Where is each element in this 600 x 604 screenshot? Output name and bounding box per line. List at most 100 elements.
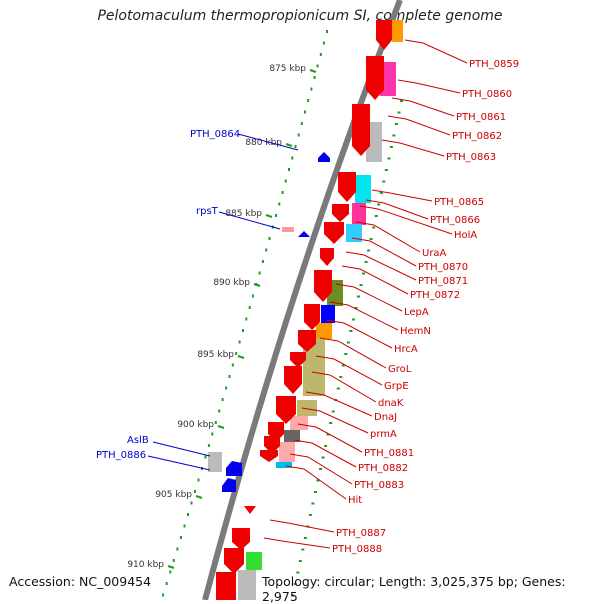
gc-dot: [238, 340, 241, 344]
gc-dot: [296, 571, 300, 574]
gc-dot: [228, 375, 231, 378]
leader-line: [397, 79, 461, 94]
gc-dot: [194, 490, 196, 493]
gc-dot: [394, 123, 398, 125]
gc-dot: [242, 329, 244, 332]
gc-dot: [301, 548, 305, 551]
leader-line: [381, 139, 445, 157]
cog-bar: [276, 462, 292, 468]
kbp-tick-label: 900 kbp: [177, 420, 214, 430]
cog-bar: [246, 552, 262, 570]
kbp-tick-mark: [265, 214, 273, 218]
gc-dot: [221, 398, 224, 401]
reverse-genes: [208, 152, 330, 492]
cog-bar: [355, 175, 371, 203]
accession-text: Accession: NC_009454: [9, 574, 152, 589]
gene-label-forward: PTH_0872: [410, 290, 460, 301]
gc-dot: [298, 560, 302, 562]
gc-dot: [384, 169, 388, 171]
leader-line: [305, 391, 373, 417]
gc-dot: [284, 179, 287, 183]
gc-dot: [359, 284, 363, 286]
gc-dot: [204, 455, 207, 459]
gc-dot: [293, 583, 297, 585]
forward-gene-arrow: [332, 204, 349, 222]
kbp-tick-label: 910 kbp: [127, 560, 164, 570]
forward-gene-arrow: [352, 104, 370, 156]
forward-gene-arrow: [304, 304, 320, 330]
gc-dot: [183, 524, 186, 528]
leader-line: [297, 423, 363, 453]
leader-line: [285, 465, 347, 500]
gc-dot: [369, 238, 373, 240]
gc-dot: [190, 501, 193, 505]
cog-bar: [346, 224, 362, 242]
gene-label-forward: PTH_0887: [336, 528, 386, 539]
gc-dot: [379, 192, 383, 194]
leader-line: [404, 39, 468, 64]
cog-bar: [352, 203, 366, 225]
kbp-tick-mark: [217, 425, 225, 429]
gene-label-forward: HrcA: [394, 344, 418, 355]
gc-dot: [300, 122, 303, 125]
reverse-gene-arrow: [298, 231, 310, 237]
gc-dot: [231, 363, 234, 367]
gc-dot: [319, 468, 322, 470]
gc-dot: [308, 514, 312, 516]
gc-dot: [313, 76, 316, 79]
cog-bar: [238, 570, 256, 600]
gc-dot: [218, 409, 221, 413]
kbp-tick-label: 905 kbp: [155, 490, 192, 500]
gene-label-forward: GrpE: [384, 381, 409, 392]
leader-line: [387, 115, 451, 136]
kbp-tick-label: 880 kbp: [245, 138, 282, 148]
gc-dot: [326, 433, 330, 436]
gc-dot: [339, 376, 343, 378]
leader-line: [237, 133, 299, 151]
kbp-tick-label: 875 kbp: [269, 64, 306, 74]
gc-dot: [294, 145, 297, 148]
gene-label-forward: PTH_0865: [434, 197, 484, 208]
gc-dot: [311, 502, 315, 505]
forward-gene-arrow: [366, 56, 384, 100]
leader-line: [289, 453, 353, 485]
reverse-gene-arrow: [226, 461, 242, 476]
left-leaders: PTH_0864 rpsT AslB PTH_0886: [96, 129, 299, 471]
forward-gene-arrow: [244, 506, 256, 514]
forward-gene-arrow: [232, 528, 250, 550]
kbp-tick-mark: [167, 565, 175, 569]
leader-line: [329, 301, 399, 331]
gene-label-reverse: rpsT: [196, 206, 219, 217]
gene-label-reverse: AslB: [127, 435, 149, 446]
reverse-cog-bar: [208, 452, 222, 472]
cog-bar: [290, 416, 308, 430]
gene-label-forward: Hit: [348, 495, 362, 506]
kbp-tick-mark: [237, 355, 245, 359]
gc-dot: [364, 261, 368, 263]
gc-dot: [310, 87, 313, 91]
gc-dot: [245, 317, 248, 321]
forward-gene-arrow: [298, 330, 316, 352]
gc-dot: [367, 249, 371, 252]
gc-dot: [187, 513, 189, 516]
leader-line: [147, 455, 211, 471]
leader-line: [301, 407, 369, 434]
kbp-tick-mark: [253, 283, 261, 287]
gene-label-forward: DnaJ: [374, 412, 397, 423]
gene-label-forward: PTH_0861: [456, 112, 506, 123]
kbp-tick-mark: [195, 495, 203, 499]
leader-line: [355, 221, 421, 253]
forward-gene-arrow: [338, 172, 356, 202]
gene-label-reverse: PTH_0886: [96, 450, 146, 461]
gc-dot: [235, 352, 238, 355]
kbp-tick-label: 885 kbp: [225, 209, 262, 219]
reverse-gene-arrow: [222, 478, 236, 492]
cog-color-bars: [238, 20, 403, 600]
gc-dot: [397, 111, 401, 114]
leader-line: [391, 97, 455, 117]
leader-line: [319, 337, 387, 369]
gc-dot: [400, 100, 403, 102]
kbp-ticks: 875 kbp 880 kbp 885 kbp 890 kbp 895 kbp 900 k…: [127, 64, 317, 570]
leader-line: [351, 237, 417, 267]
